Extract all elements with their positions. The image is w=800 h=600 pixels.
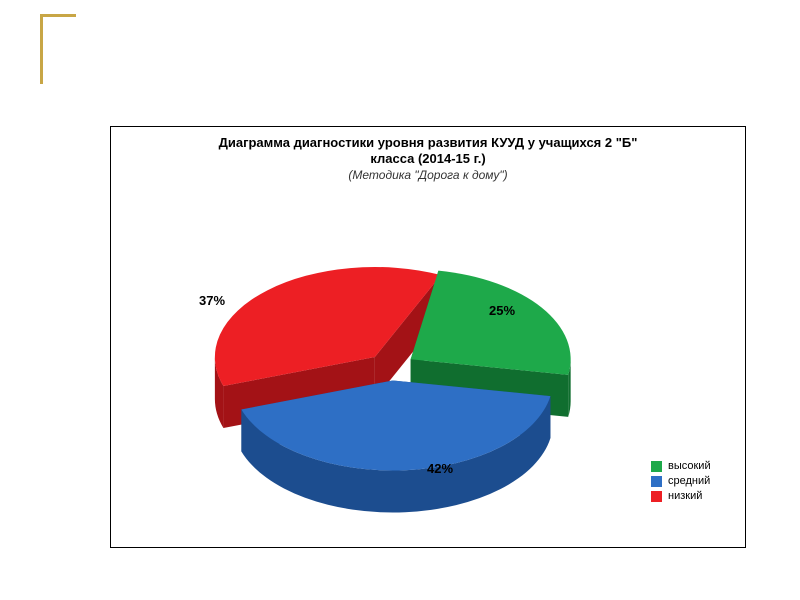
slice-label-mid: 42% <box>427 461 453 476</box>
legend-label-mid: средний <box>668 475 710 487</box>
legend-label-high: высокий <box>668 460 711 472</box>
pie-chart <box>111 197 671 557</box>
legend-item-mid: средний <box>651 475 711 487</box>
chart-title-line2: класса (2014-15 г.) <box>111 151 745 167</box>
chart-title-block: Диаграмма диагностики уровня развития КУ… <box>111 135 745 183</box>
chart-subtitle: (Методика "Дорога к дому") <box>111 168 745 183</box>
legend-label-low: низкий <box>668 490 702 502</box>
legend-item-low: низкий <box>651 490 711 502</box>
legend-swatch-low <box>651 491 662 502</box>
chart-card: Диаграмма диагностики уровня развития КУ… <box>110 126 746 548</box>
slice-label-high: 25% <box>489 303 515 318</box>
decorative-corner <box>40 14 76 84</box>
legend-swatch-high <box>651 461 662 472</box>
slide: Диаграмма диагностики уровня развития КУ… <box>0 0 800 600</box>
legend-item-high: высокий <box>651 460 711 472</box>
chart-title-line1: Диаграмма диагностики уровня развития КУ… <box>111 135 745 151</box>
pie-chart-svg <box>111 197 671 557</box>
legend-swatch-mid <box>651 476 662 487</box>
legend: высокий средний низкий <box>651 457 711 505</box>
slice-label-low: 37% <box>199 293 225 308</box>
